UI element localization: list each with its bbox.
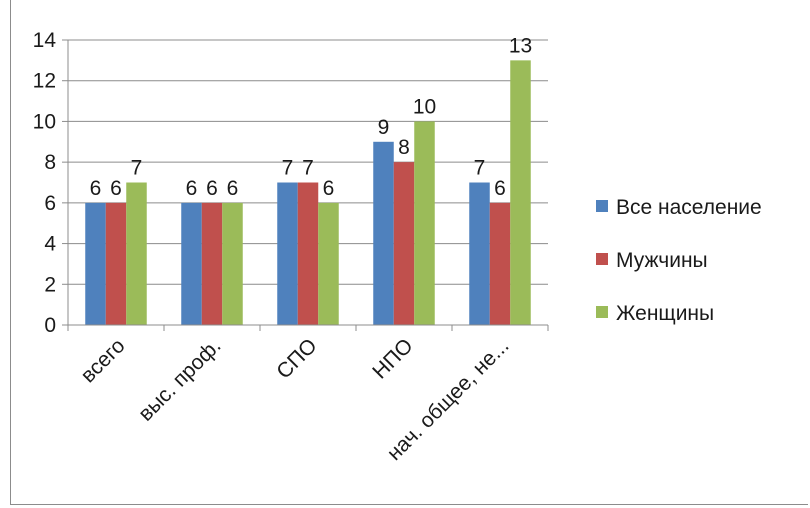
- chart-frame: [10, 0, 808, 505]
- y-tick-label: 0: [44, 314, 56, 337]
- bar: [85, 202, 106, 325]
- data-label: 8: [398, 136, 410, 159]
- y-tick-label: 6: [44, 192, 56, 215]
- data-label: 7: [302, 157, 314, 180]
- axes: [67, 40, 549, 331]
- x-category-label: СПО: [272, 334, 321, 383]
- bar: [297, 182, 319, 325]
- bar: [201, 202, 223, 325]
- bar: [181, 202, 202, 325]
- bars: [85, 60, 531, 325]
- bar: [489, 202, 511, 325]
- bar: [105, 202, 127, 325]
- data-label: 6: [186, 177, 198, 200]
- data-label: 7: [282, 157, 294, 180]
- legend-label: Женщины: [616, 302, 714, 325]
- x-category-label: всего: [77, 334, 130, 387]
- x-category-label: НПО: [368, 334, 417, 383]
- x-category-label: выс. проф.: [134, 334, 225, 425]
- legend-swatch: [596, 306, 608, 318]
- bar: [414, 121, 435, 325]
- legend-label: Все население: [616, 196, 762, 219]
- bar: [277, 182, 298, 325]
- bar: [393, 162, 415, 325]
- bar: [318, 202, 339, 325]
- legend: Все население Мужчины Женщины: [596, 196, 762, 325]
- bar: [126, 182, 147, 325]
- data-label: 10: [413, 95, 436, 118]
- legend-label: Мужчины: [616, 249, 708, 272]
- y-tick-label: 2: [44, 273, 56, 296]
- y-tick-label: 14: [33, 29, 57, 52]
- bar: [469, 182, 490, 325]
- legend-swatch: [596, 200, 608, 212]
- y-tick-label: 8: [44, 151, 56, 174]
- y-axis-ticks: 0 2 4 6 8 10 12 14: [33, 29, 68, 337]
- data-label: 6: [494, 177, 506, 200]
- data-label: 6: [227, 177, 239, 200]
- data-label: 6: [323, 177, 335, 200]
- data-label: 6: [90, 177, 102, 200]
- data-label: 7: [131, 157, 143, 180]
- bar: [510, 60, 531, 325]
- y-tick-label: 10: [33, 110, 56, 133]
- bar: [373, 141, 394, 325]
- y-tick-label: 12: [33, 70, 56, 93]
- data-label: 6: [206, 177, 218, 200]
- bar: [222, 202, 243, 325]
- data-label: 7: [474, 157, 486, 180]
- y-tick-label: 4: [44, 233, 56, 256]
- legend-swatch: [596, 253, 608, 265]
- data-label: 13: [509, 34, 532, 57]
- data-label: 9: [378, 116, 390, 139]
- data-label: 6: [110, 177, 122, 200]
